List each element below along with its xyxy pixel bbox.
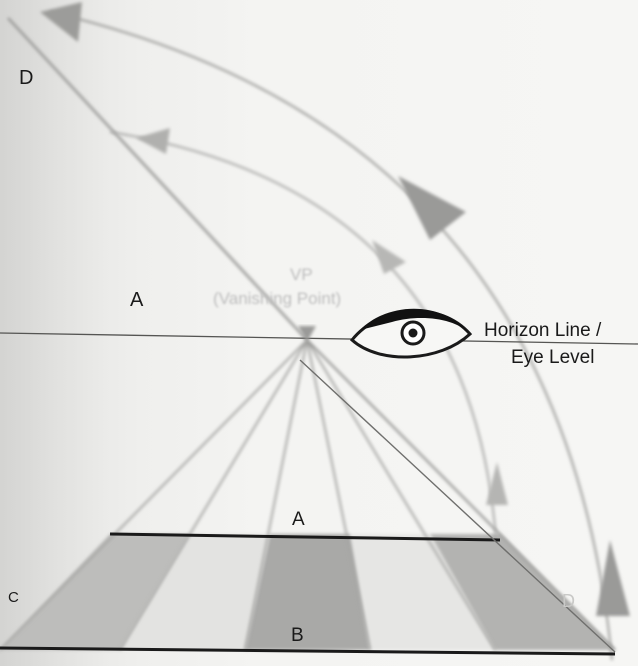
floor-front-edge xyxy=(0,646,616,656)
arrowhead-icon xyxy=(486,462,508,505)
eye-icon xyxy=(349,308,473,359)
label-a-left: A xyxy=(130,289,144,311)
outer-arc xyxy=(49,11,613,661)
floor-band-4 xyxy=(350,534,495,650)
eye-lid xyxy=(360,308,470,334)
floor-back-edge xyxy=(109,532,501,542)
arrowhead-icon xyxy=(596,540,630,616)
label-d-right: D xyxy=(562,591,575,611)
floor-plane xyxy=(0,534,615,650)
vp-marker xyxy=(298,326,316,342)
floor-band-2 xyxy=(120,534,270,650)
converging-line xyxy=(306,339,496,651)
label-b-floor: B xyxy=(291,625,304,646)
arrowheads xyxy=(40,2,630,616)
label-d-top: D xyxy=(19,67,34,89)
floor-right-edge xyxy=(299,359,616,653)
diagonal-line-d-to-vp xyxy=(7,17,308,341)
horizon-line xyxy=(0,332,638,345)
converging-lines xyxy=(0,339,616,651)
converging-line xyxy=(306,339,616,651)
vp-marker-triangle xyxy=(298,326,316,342)
label-horizon-line: Horizon Line / xyxy=(484,320,602,341)
floor-band-3 xyxy=(245,534,370,650)
arrowhead-icon xyxy=(136,128,170,154)
label-c-left: C xyxy=(8,589,19,606)
label-eye-level: Eye Level xyxy=(511,347,595,368)
converging-line xyxy=(244,339,308,651)
converging-line xyxy=(0,339,308,651)
converging-line xyxy=(119,339,308,651)
floor-band-5 xyxy=(430,534,615,650)
arrowhead-icon xyxy=(40,2,82,42)
arrowhead-icon xyxy=(398,176,466,240)
label-a-floor: A xyxy=(292,509,305,530)
arrowhead-icon xyxy=(372,240,406,274)
converging-line xyxy=(306,339,371,651)
label-vp: VP xyxy=(290,265,313,284)
floor-band-1 xyxy=(0,534,190,650)
label-vanishing-point: (Vanishing Point) xyxy=(213,289,342,308)
eye-pupil xyxy=(408,328,418,338)
